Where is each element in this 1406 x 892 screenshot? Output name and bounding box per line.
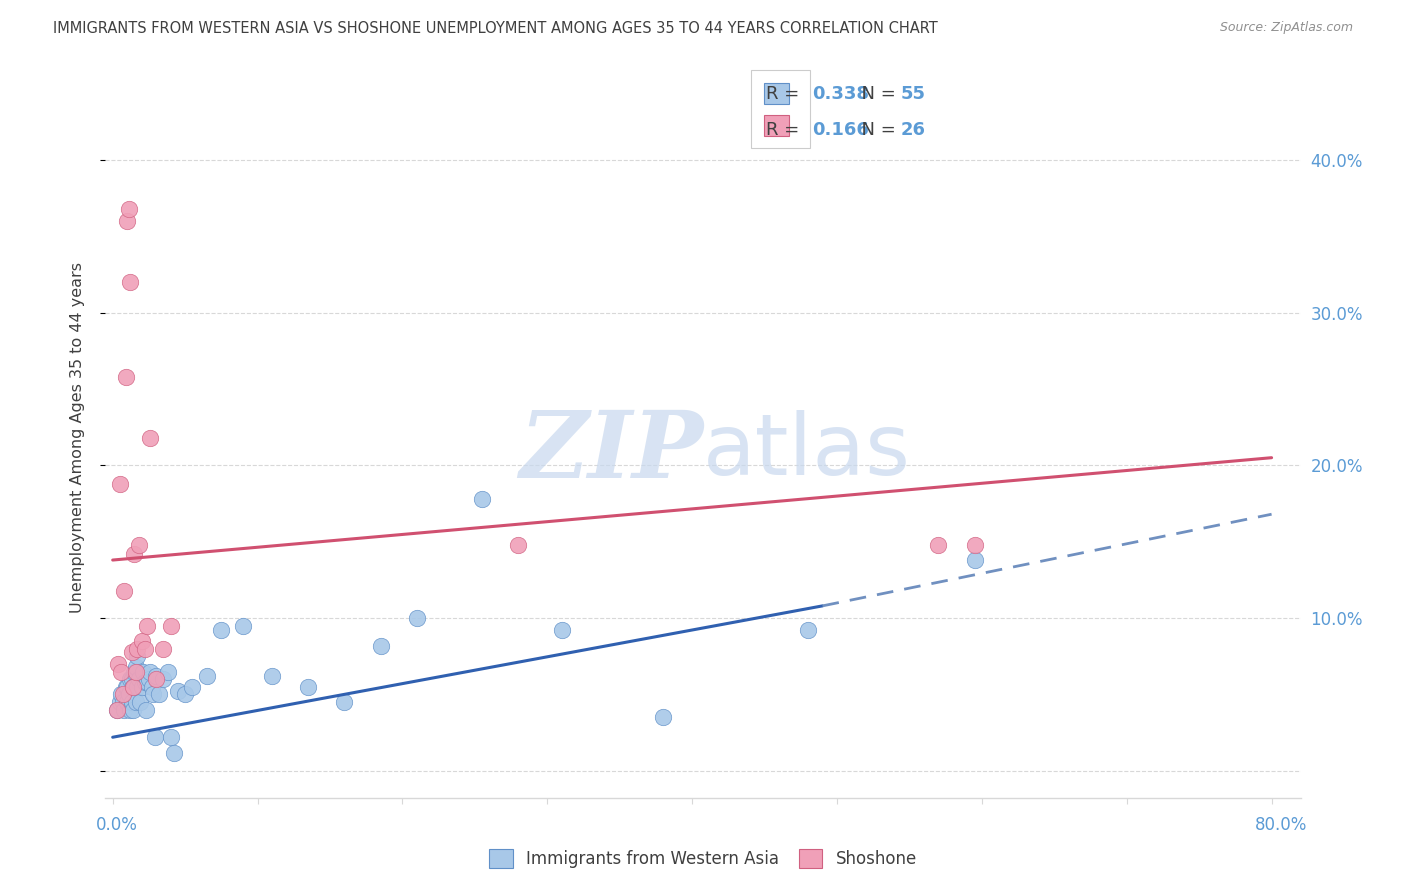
Point <box>136 675 159 690</box>
Point <box>114 369 136 384</box>
Text: atlas: atlas <box>703 410 911 493</box>
Point <box>117 688 139 702</box>
Y-axis label: Unemployment Among Ages 35 to 44 years: Unemployment Among Ages 35 to 44 years <box>70 261 84 613</box>
Point <box>152 672 174 686</box>
Point <box>135 703 157 717</box>
Point <box>260 669 283 683</box>
Point <box>195 669 218 683</box>
Point <box>134 641 156 656</box>
Point <box>136 618 159 632</box>
Text: N =: N = <box>851 85 901 103</box>
Point <box>115 214 138 228</box>
Point <box>156 665 179 679</box>
Legend: Immigrants from Western Asia, Shoshone: Immigrants from Western Asia, Shoshone <box>481 840 925 877</box>
Point <box>111 695 134 709</box>
Point <box>209 624 232 638</box>
Point <box>120 672 142 686</box>
Point <box>127 680 149 694</box>
Point <box>125 660 148 674</box>
Point <box>333 695 356 709</box>
Point <box>110 665 132 679</box>
Point <box>145 669 167 683</box>
Point <box>159 618 181 632</box>
Point <box>129 695 152 709</box>
Point <box>111 688 134 702</box>
Legend: , : , <box>751 70 810 148</box>
Point <box>122 680 145 694</box>
Point <box>167 684 190 698</box>
Point <box>370 639 392 653</box>
Point <box>108 476 131 491</box>
Text: 0.0%: 0.0% <box>96 816 138 834</box>
Point <box>143 731 166 745</box>
Text: 0.338: 0.338 <box>811 85 869 103</box>
Point <box>181 680 204 694</box>
Point <box>105 703 128 717</box>
Point <box>551 624 574 638</box>
Point <box>112 703 135 717</box>
Point <box>471 491 494 506</box>
Text: Source: ZipAtlas.com: Source: ZipAtlas.com <box>1219 21 1353 35</box>
Point <box>115 695 138 709</box>
Point <box>120 703 142 717</box>
Text: IMMIGRANTS FROM WESTERN ASIA VS SHOSHONE UNEMPLOYMENT AMONG AGES 35 TO 44 YEARS : IMMIGRANTS FROM WESTERN ASIA VS SHOSHONE… <box>53 21 938 37</box>
Point <box>127 649 149 664</box>
Point <box>105 703 128 717</box>
Point <box>114 680 136 694</box>
Text: R =: R = <box>766 85 806 103</box>
Point <box>125 695 148 709</box>
Point <box>115 680 138 694</box>
Point <box>162 746 184 760</box>
Text: R =: R = <box>766 120 806 139</box>
Point <box>121 645 143 659</box>
Point <box>121 695 143 709</box>
Point <box>174 688 197 702</box>
Point <box>107 657 129 671</box>
Point <box>963 538 986 552</box>
Point <box>117 202 139 216</box>
Point <box>139 431 162 445</box>
Text: ZIP: ZIP <box>519 407 703 497</box>
Point <box>124 547 146 561</box>
Text: 26: 26 <box>900 120 925 139</box>
Point <box>141 680 163 694</box>
Point <box>232 618 254 632</box>
Point <box>297 680 319 694</box>
Point <box>108 695 131 709</box>
Text: N =: N = <box>851 120 901 139</box>
Point <box>112 583 135 598</box>
Point <box>508 538 530 552</box>
Text: 55: 55 <box>900 85 925 103</box>
Point <box>124 665 146 679</box>
Point <box>122 680 145 694</box>
Point <box>152 641 174 656</box>
Point <box>927 538 949 552</box>
Point <box>125 665 148 679</box>
Text: 0.166: 0.166 <box>811 120 869 139</box>
Point <box>406 611 429 625</box>
Point <box>797 624 820 638</box>
Point <box>131 680 153 694</box>
Point <box>127 641 149 656</box>
Point <box>134 675 156 690</box>
Point <box>139 665 162 679</box>
Point <box>110 688 132 702</box>
Point <box>148 688 170 702</box>
Point <box>131 634 153 648</box>
Point <box>145 672 167 686</box>
Point <box>122 703 145 717</box>
Point <box>652 710 675 724</box>
Point <box>132 665 155 679</box>
Point <box>159 731 181 745</box>
Point <box>120 275 142 289</box>
Point <box>963 553 986 567</box>
Text: 80.0%: 80.0% <box>1256 816 1308 834</box>
Point <box>138 672 160 686</box>
Point <box>124 680 146 694</box>
Point <box>142 688 165 702</box>
Point <box>128 538 150 552</box>
Point <box>128 672 150 686</box>
Point <box>121 672 143 686</box>
